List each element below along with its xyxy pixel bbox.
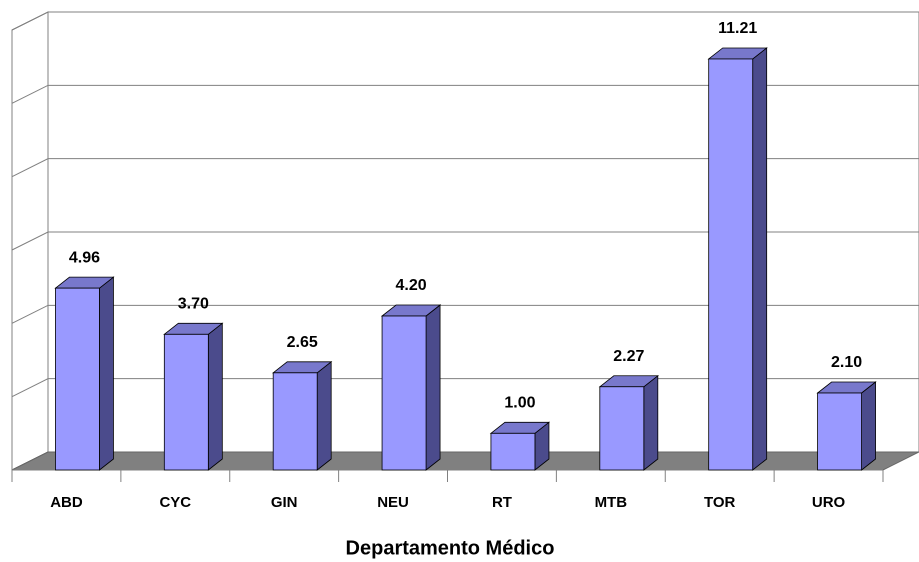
data-label: 3.70 <box>178 296 209 313</box>
bar-side <box>752 47 768 471</box>
bar <box>599 386 645 471</box>
bar-side <box>425 304 441 471</box>
bar <box>55 287 100 471</box>
data-label: 1.00 <box>504 395 535 412</box>
data-label: 4.96 <box>69 249 100 266</box>
bar <box>817 392 862 471</box>
grid-line <box>11 158 919 178</box>
bar <box>163 333 209 471</box>
x-tick-label: TOR <box>704 494 736 511</box>
bar <box>490 432 536 471</box>
bar-side <box>861 381 876 471</box>
floor <box>11 451 919 471</box>
bar <box>272 372 318 471</box>
grid-line <box>11 231 919 251</box>
data-label: 2.10 <box>831 354 862 371</box>
data-label: 4.20 <box>395 277 426 294</box>
bar-side <box>316 361 332 471</box>
grid-line <box>11 11 919 31</box>
bar-side <box>207 322 223 471</box>
x-tick-label: GIN <box>271 494 298 511</box>
data-label: 11.21 <box>718 20 757 37</box>
x-tick-label: RT <box>492 494 512 511</box>
data-label: 2.27 <box>613 348 644 365</box>
x-tick-label: ABD <box>50 494 83 511</box>
x-tick-label: NEU <box>377 494 409 511</box>
bar <box>381 315 427 471</box>
grid-line <box>11 84 919 104</box>
x-tick-label: URO <box>812 494 846 511</box>
x-tick-label: MTB <box>595 494 628 511</box>
grid-line <box>11 304 919 324</box>
x-tick-label: CYC <box>159 494 191 511</box>
bar-side <box>99 276 114 471</box>
x-axis-title: Departamento Médico <box>346 537 555 559</box>
bar <box>708 58 754 471</box>
data-label: 2.65 <box>287 334 318 351</box>
bar-side <box>643 374 659 471</box>
